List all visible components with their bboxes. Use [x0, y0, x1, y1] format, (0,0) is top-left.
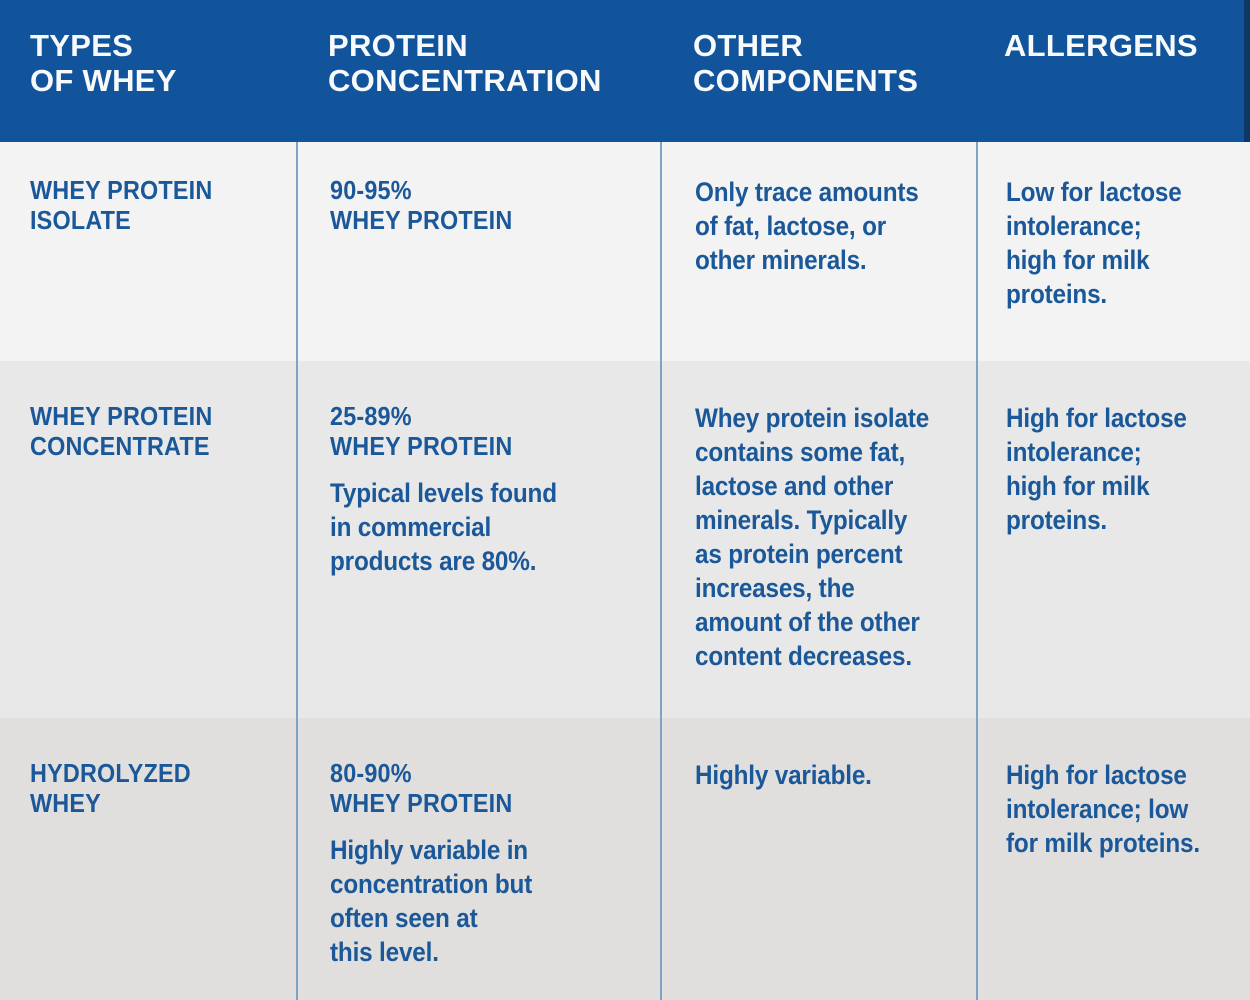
allergens-text: Low for lactose intolerance; high for mi… [1006, 177, 1182, 309]
cell-other-components: Highly variable. [660, 718, 976, 1000]
other-components-text: Whey protein isolate contains some fat, … [695, 403, 930, 671]
table-header-row: TYPES OF WHEY PROTEIN CONCENTRATION OTHE… [0, 0, 1250, 142]
row-title: WHEY PROTEIN ISOLATE [30, 175, 213, 235]
concentration-headline: 80-90% WHEY PROTEIN [330, 758, 513, 818]
column-header-allergens: ALLERGENS [1004, 28, 1198, 63]
allergens-text: High for lactose intolerance; high for m… [1006, 403, 1187, 535]
allergens-text: High for lactose intolerance; low for mi… [1006, 760, 1200, 858]
row-title: WHEY PROTEIN CONCENTRATE [30, 401, 213, 461]
other-components-text: Highly variable. [695, 760, 872, 790]
cell-allergens: Low for lactose intolerance; high for mi… [976, 142, 1250, 361]
concentration-note: Typical levels found in commercial produ… [330, 478, 557, 576]
row-title: HYDROLYZED WHEY [30, 758, 191, 818]
cell-other-components: Whey protein isolate contains some fat, … [660, 361, 976, 718]
column-header-protein-concentration: PROTEIN CONCENTRATION [328, 28, 602, 98]
cell-allergens: High for lactose intolerance; high for m… [976, 361, 1250, 718]
column-header-other-components: OTHER COMPONENTS [693, 28, 919, 98]
cell-type: WHEY PROTEIN ISOLATE [0, 142, 296, 361]
concentration-headline: 25-89% WHEY PROTEIN [330, 401, 513, 461]
other-components-text: Only trace amounts of fat, lactose, or o… [695, 177, 919, 275]
cell-type: WHEY PROTEIN CONCENTRATE [0, 361, 296, 718]
cell-protein-concentration: 90-95% WHEY PROTEIN [296, 142, 660, 361]
cell-other-components: Only trace amounts of fat, lactose, or o… [660, 142, 976, 361]
column-header-types-of-whey: TYPES OF WHEY [30, 28, 177, 98]
cell-allergens: High for lactose intolerance; low for mi… [976, 718, 1250, 1000]
table-row-whey-protein-isolate: WHEY PROTEIN ISOLATE 90-95% WHEY PROTEIN… [0, 142, 1250, 361]
cell-type: HYDROLYZED WHEY [0, 718, 296, 1000]
header-edge-shade [1244, 0, 1250, 142]
table-row-whey-protein-concentrate: WHEY PROTEIN CONCENTRATE 25-89% WHEY PRO… [0, 361, 1250, 718]
concentration-headline: 90-95% WHEY PROTEIN [330, 175, 513, 235]
cell-protein-concentration: 80-90% WHEY PROTEIN Highly variable in c… [296, 718, 660, 1000]
table-row-hydrolyzed-whey: HYDROLYZED WHEY 80-90% WHEY PROTEIN High… [0, 718, 1250, 1000]
concentration-note: Highly variable in concentration but oft… [330, 835, 533, 967]
cell-protein-concentration: 25-89% WHEY PROTEIN Typical levels found… [296, 361, 660, 718]
